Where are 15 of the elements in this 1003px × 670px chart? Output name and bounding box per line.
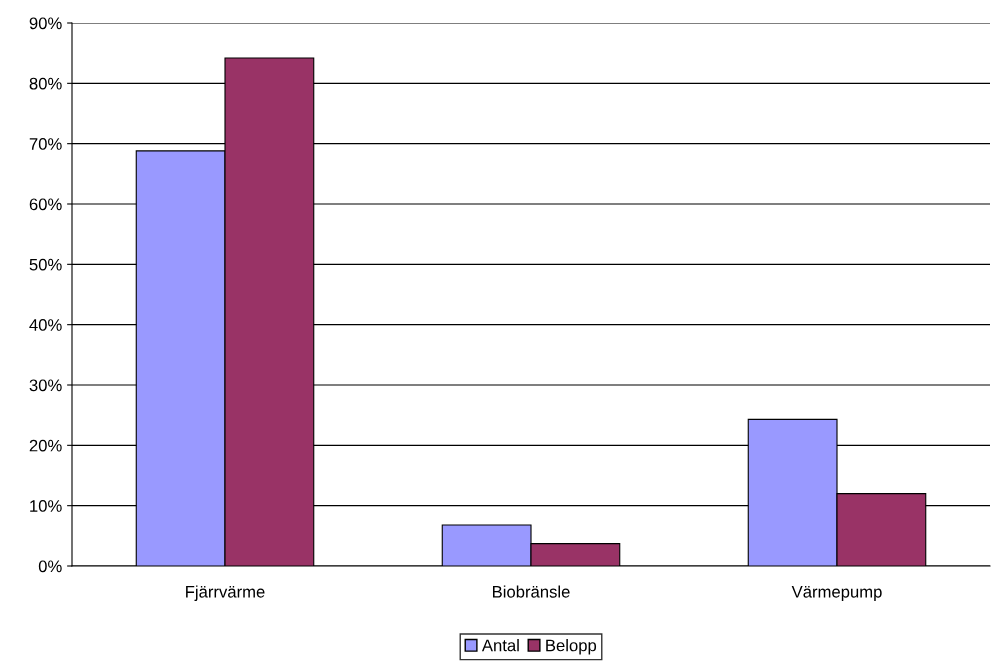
y-tick-label: 90%: [29, 17, 62, 30]
x-tick-label: Biobränsle: [492, 585, 570, 598]
x-tick-label: Fjärrvärme: [186, 585, 265, 601]
y-tick-label: 30%: [29, 379, 62, 392]
y-tick-label: 60%: [29, 198, 62, 211]
y-tick-label: 50%: [29, 258, 62, 271]
y-tick-label: 10%: [30, 500, 62, 512]
y-tick-label: 40%: [29, 319, 62, 331]
y-tick-label: 0%: [38, 560, 62, 573]
legend-label: Belopp: [546, 639, 597, 655]
legend-label: Antal: [481, 639, 519, 652]
y-tick-label: 70%: [29, 138, 62, 150]
y-tick-label: 20%: [29, 439, 62, 452]
x-tick-label: Värmepump: [791, 586, 882, 601]
y-tick-label: 80%: [29, 77, 62, 90]
